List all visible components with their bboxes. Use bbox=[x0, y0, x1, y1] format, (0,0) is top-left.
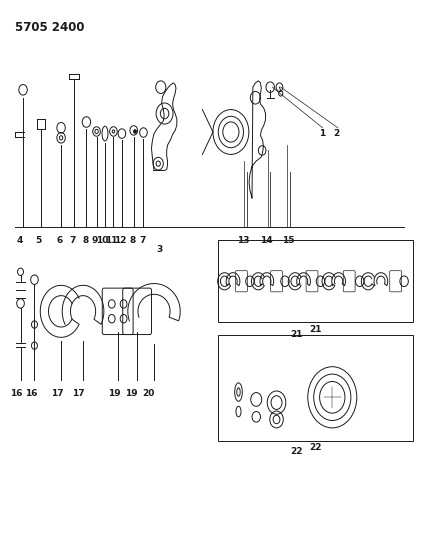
Text: 14: 14 bbox=[261, 236, 273, 245]
Text: 15: 15 bbox=[282, 236, 294, 245]
Text: 19: 19 bbox=[108, 389, 121, 398]
Bar bbox=[218, 335, 413, 441]
Circle shape bbox=[134, 130, 136, 133]
Text: 17: 17 bbox=[71, 389, 84, 398]
Text: 4: 4 bbox=[17, 236, 23, 245]
Text: 17: 17 bbox=[51, 389, 64, 398]
Text: 8: 8 bbox=[129, 236, 136, 245]
Text: 5: 5 bbox=[36, 236, 42, 245]
Text: 22: 22 bbox=[290, 447, 303, 456]
Text: 9: 9 bbox=[92, 236, 98, 245]
Text: 7: 7 bbox=[139, 236, 146, 245]
Text: 1: 1 bbox=[318, 130, 325, 139]
Text: 21: 21 bbox=[290, 330, 303, 339]
Text: 3: 3 bbox=[156, 245, 162, 254]
Text: 5705 2400: 5705 2400 bbox=[15, 21, 85, 34]
Text: 8: 8 bbox=[82, 236, 88, 245]
Text: 16: 16 bbox=[10, 389, 23, 398]
Text: 12: 12 bbox=[114, 236, 126, 245]
Bar bbox=[218, 240, 413, 322]
Text: 22: 22 bbox=[309, 443, 321, 452]
Text: 10: 10 bbox=[96, 236, 108, 245]
Text: 19: 19 bbox=[125, 389, 138, 398]
Text: 13: 13 bbox=[237, 236, 250, 245]
Text: 20: 20 bbox=[143, 389, 155, 398]
Text: 2: 2 bbox=[333, 130, 340, 139]
Text: 6: 6 bbox=[56, 236, 63, 245]
Text: 11: 11 bbox=[106, 236, 118, 245]
Text: 16: 16 bbox=[25, 389, 38, 398]
Text: 21: 21 bbox=[309, 325, 321, 334]
Text: 7: 7 bbox=[69, 236, 76, 245]
